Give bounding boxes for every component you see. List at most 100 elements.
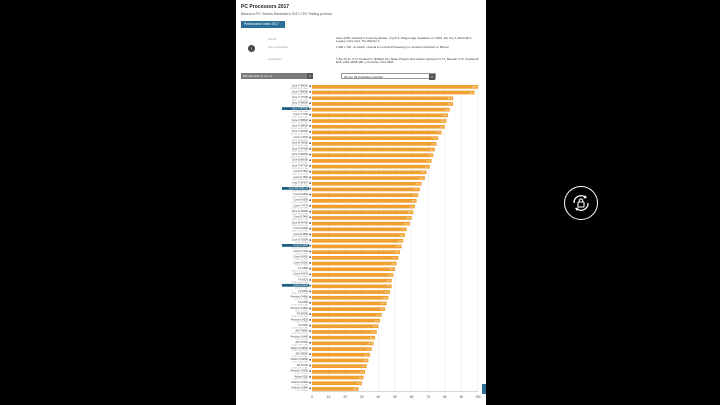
category-sublabel: 4C/4T, 3.4/3.8 GHz <box>292 179 308 181</box>
value-label: 57,2 <box>401 229 406 231</box>
bar <box>312 238 404 243</box>
row-marker <box>309 376 311 378</box>
highlight-label-box <box>282 283 309 287</box>
bar <box>312 290 391 294</box>
bar <box>312 124 445 129</box>
category-sublabel: 2C/4T, 3.7 GHz <box>295 310 308 312</box>
row-marker <box>309 307 311 310</box>
category-label: Core i5-6400 <box>294 227 309 230</box>
row-marker <box>309 170 311 173</box>
value-label: 73,6 <box>430 149 435 151</box>
feedback-tab[interactable] <box>482 384 486 394</box>
row-marker <box>309 136 311 139</box>
row-marker <box>309 188 311 190</box>
x-tick-label: 40 <box>377 395 381 399</box>
info-value-applications: 7-Zip 15.12, 9.7x Cinebench, 3DMark Fire… <box>336 57 479 65</box>
bar <box>312 261 397 266</box>
row-marker <box>309 113 311 116</box>
category-sublabel: 4C/4T, 3.8/4.2 GHz <box>292 145 308 147</box>
category-label: Core i7-6900K <box>292 90 308 93</box>
bar <box>312 119 447 123</box>
bar <box>312 301 387 306</box>
bar <box>312 142 437 146</box>
row-marker <box>309 341 311 344</box>
category-sublabel: 4C/4T, 3.5/3.9 GHz <box>292 162 308 164</box>
bar <box>312 164 430 169</box>
category-sublabel: 6C/12T, 3.5/3.7 GHz <box>291 134 308 136</box>
value-label: 68,2 <box>420 178 425 180</box>
category-label: Core i5-4590 <box>294 233 309 236</box>
x-tick-label: 20 <box>343 395 347 399</box>
category-sublabel: 4C/8T, 3.6/4.2 GHz <box>292 117 308 119</box>
category-sublabel: 4C/4T, 3.7/4.0 GHz <box>292 362 308 364</box>
category-sublabel: 10C/20T, 3.0/3.5 GHz <box>290 88 308 90</box>
category-sublabel: 4C/8T, 3.4/3.9 GHz <box>292 208 308 210</box>
row-marker <box>309 222 311 224</box>
cpu-performance-chart: 0 10 20 30 40 50 60 70 80 90 100 Core i7-6950X10C/2… <box>282 84 481 399</box>
value-label: 65,9 <box>416 184 421 186</box>
product-filter-dropdown[interactable]: 28 von 39 Produkten sichtbar ▾ <box>341 73 436 80</box>
value-label: 62,6 <box>411 201 416 203</box>
row-marker <box>309 227 311 230</box>
performance-index-button[interactable]: Performance index 2017 <box>241 21 285 28</box>
row-marker <box>309 216 311 219</box>
category-label: A10-7870K <box>295 341 308 344</box>
row-marker <box>309 153 311 156</box>
bar <box>312 96 454 101</box>
value-label: 54,9 <box>398 241 403 243</box>
category-sublabel: 4C/4T, 4.1/4.3 GHz <box>292 333 308 335</box>
bar <box>312 313 382 317</box>
category-label: Core i7-6950X <box>292 85 308 88</box>
value-label: 80,8 <box>441 121 446 123</box>
category-sublabel: 4C/8T, 3.4/4.0 GHz <box>292 139 308 141</box>
value-label: 51,7 <box>393 258 398 260</box>
category-label: Core i7-6800K <box>292 125 308 128</box>
row-marker <box>309 364 311 367</box>
category-sublabel: 4C/8T, 3.5/3.9 GHz <box>292 168 308 170</box>
category-label: A8-7670K <box>297 364 308 367</box>
screen-lock-button[interactable] <box>564 186 598 220</box>
row-marker <box>309 284 311 287</box>
row-marker <box>309 250 311 253</box>
row-marker <box>309 193 311 196</box>
bar <box>312 210 414 215</box>
category-sublabel: 4C/4T, 4.0/4.2 GHz <box>292 350 308 352</box>
info-label-applications: Applications <box>268 58 282 61</box>
bar <box>312 130 442 135</box>
category-label: Pentium G4620 <box>291 307 309 310</box>
bar <box>312 284 392 289</box>
category-sublabel: 4C/4T, 3.2/3.6 GHz <box>292 202 308 204</box>
category-label: FX-9590 <box>298 267 308 270</box>
value-label: 83,0 <box>445 109 450 111</box>
row-marker <box>309 85 311 87</box>
value-label: 42,4 <box>376 315 381 317</box>
category-label: Core i7-7700 <box>294 113 309 116</box>
category-label: Core i3-4170 <box>294 284 309 287</box>
category-label: Core i7-6700K <box>292 107 308 110</box>
bar <box>312 256 399 260</box>
bar <box>312 204 415 209</box>
category-label: Core i3-7350K <box>292 239 308 242</box>
value-label: 56,0 <box>400 235 405 237</box>
category-label: Athlon X4 860K <box>291 358 309 361</box>
bar <box>312 244 402 249</box>
value-label: 46,8 <box>385 292 390 294</box>
row-marker <box>309 210 311 213</box>
bar <box>312 335 376 340</box>
category-label: Core i7-7700K <box>292 96 308 99</box>
category-sublabel: 2C/4T, 3.7 GHz <box>295 288 308 290</box>
bar <box>312 375 364 380</box>
category-label: Core i7-4770 <box>294 204 309 207</box>
benchmark-dropdown[interactable]: Benchmarks (1 von 1) ▾ <box>241 73 313 79</box>
category-label: Pentium G3258 <box>291 370 309 373</box>
category-label: Core i5-7600K <box>292 142 308 145</box>
category-label: Core i7-4770K <box>292 164 308 167</box>
category-sublabel: 2C/2T, 2.8 GHz <box>295 390 308 392</box>
value-label: 58,6 <box>405 223 410 225</box>
product-filter-label: 28 von 39 Produkten sichtbar <box>344 75 384 79</box>
value-label: 33,6 <box>363 360 368 362</box>
row-marker <box>309 279 311 281</box>
category-label: FX-8350 <box>298 290 308 293</box>
bar <box>312 90 475 95</box>
row-marker <box>309 296 311 298</box>
